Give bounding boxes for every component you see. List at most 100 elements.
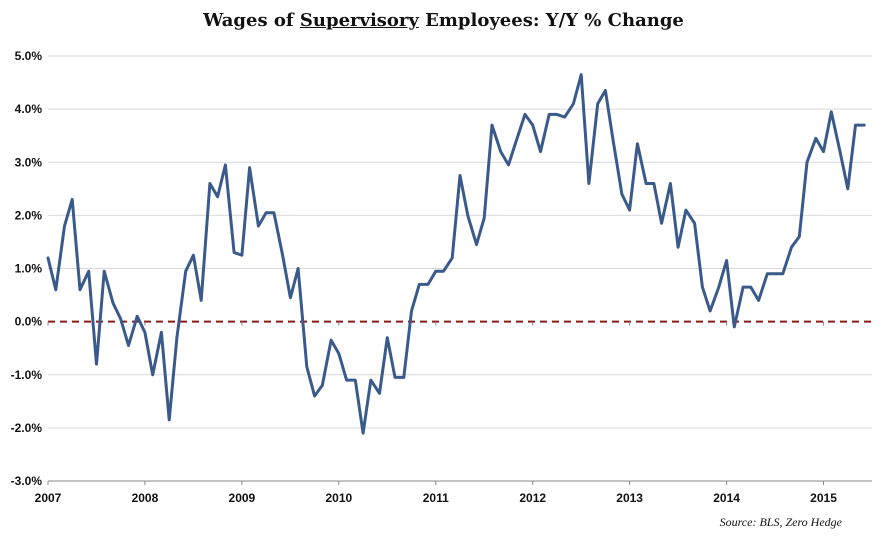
data-point xyxy=(863,124,865,126)
data-point xyxy=(378,392,380,394)
data-point xyxy=(248,166,250,168)
zero-layer xyxy=(47,320,872,326)
data-point xyxy=(321,384,323,386)
data-point xyxy=(660,222,662,224)
chart-title: Wages of Supervisory Employees: Y/Y % Ch… xyxy=(0,10,887,31)
y-tick-label: 1.0% xyxy=(15,262,43,276)
x-tick-label: 2007 xyxy=(35,491,62,505)
data-point xyxy=(233,251,235,253)
data-point xyxy=(224,164,226,166)
data-point xyxy=(507,164,509,166)
data-point xyxy=(782,273,784,275)
x-tick-label: 2008 xyxy=(132,491,159,505)
data-point xyxy=(645,182,647,184)
data-point xyxy=(345,379,347,381)
tick-layer: 5.0% 4.0% 3.0% 2.0% 1.0% 0.0% -1.0% -2.0% -3.0% 2… xyxy=(11,49,872,505)
data-point xyxy=(524,113,526,115)
data-point xyxy=(330,339,332,341)
data-point xyxy=(176,336,178,338)
data-point xyxy=(442,270,444,272)
data-point xyxy=(790,246,792,248)
x-tick-label: 2011 xyxy=(423,491,449,505)
data-point xyxy=(539,150,541,152)
data-point xyxy=(112,302,114,304)
data-point xyxy=(427,283,429,285)
data-point xyxy=(241,254,243,256)
data-point xyxy=(209,182,211,184)
data-point xyxy=(491,124,493,126)
y-tick-label: 2.0% xyxy=(15,208,43,222)
data-point xyxy=(718,286,720,288)
series-layer xyxy=(46,73,866,435)
data-point xyxy=(435,270,437,272)
title-prefix: Wages of xyxy=(203,10,300,31)
data-point xyxy=(160,331,162,333)
data-point xyxy=(459,174,461,176)
data-point xyxy=(588,182,590,184)
data-point xyxy=(766,273,768,275)
data-point xyxy=(757,299,759,301)
data-point xyxy=(47,257,49,259)
x-tick-label: 2009 xyxy=(229,491,256,505)
y-tick-label: -3.0% xyxy=(11,474,43,488)
data-point xyxy=(370,379,372,381)
data-point xyxy=(750,286,752,288)
data-point xyxy=(847,188,849,190)
data-point xyxy=(693,222,695,224)
series-line xyxy=(46,73,866,435)
data-point xyxy=(403,376,405,378)
data-point xyxy=(839,150,841,152)
y-tick-label: 3.0% xyxy=(15,155,43,169)
data-point xyxy=(200,299,202,301)
data-point xyxy=(798,235,800,237)
data-point xyxy=(88,270,90,272)
data-point xyxy=(556,113,558,115)
data-point xyxy=(685,209,687,211)
data-point xyxy=(313,395,315,397)
data-point xyxy=(265,212,267,214)
data-point xyxy=(216,196,218,198)
data-point xyxy=(532,124,534,126)
data-point xyxy=(467,214,469,216)
data-point xyxy=(709,310,711,312)
data-point xyxy=(144,331,146,333)
data-point xyxy=(386,336,388,338)
data-point xyxy=(636,142,638,144)
data-point xyxy=(483,217,485,219)
data-point xyxy=(621,193,623,195)
data-point xyxy=(515,140,517,142)
data-point xyxy=(563,116,565,118)
data-point xyxy=(354,379,356,381)
data-point xyxy=(628,209,630,211)
data-point xyxy=(136,315,138,317)
x-tick-label: 2014 xyxy=(713,491,740,505)
data-point xyxy=(79,289,81,291)
data-point xyxy=(580,73,582,75)
x-tick-label: 2013 xyxy=(616,491,643,505)
grid-layer xyxy=(48,55,872,482)
data-point xyxy=(612,140,614,142)
data-point xyxy=(500,150,502,152)
data-point xyxy=(830,111,832,113)
data-point xyxy=(306,366,308,368)
data-point xyxy=(451,257,453,259)
data-point xyxy=(653,182,655,184)
data-point xyxy=(410,310,412,312)
data-point xyxy=(475,243,477,245)
data-point xyxy=(297,267,299,269)
data-point xyxy=(854,124,856,126)
data-point xyxy=(701,286,703,288)
data-point xyxy=(822,150,824,152)
data-point xyxy=(168,419,170,421)
x-tick-label: 2015 xyxy=(810,491,837,505)
data-point xyxy=(273,212,275,214)
data-point xyxy=(572,103,574,105)
y-tick-label: 0.0% xyxy=(15,315,43,329)
data-point xyxy=(95,363,97,365)
y-tick-label: 5.0% xyxy=(15,49,43,63)
data-point xyxy=(289,297,291,299)
data-point xyxy=(338,352,340,354)
y-tick-label: 4.0% xyxy=(15,102,43,116)
data-point xyxy=(604,89,606,91)
